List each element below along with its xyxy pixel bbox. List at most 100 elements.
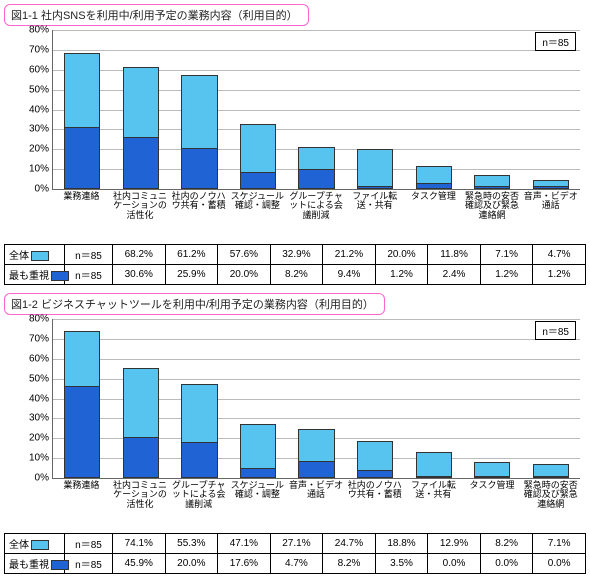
bar-segment-primary <box>357 471 393 478</box>
value-cell: 61.2% <box>165 245 218 265</box>
value-cell: 0.0% <box>533 554 586 574</box>
y-tick-label: 60% <box>29 353 53 364</box>
legend-label: 最も重視 <box>5 265 65 285</box>
value-cell: 8.2% <box>480 534 533 554</box>
stacked-bar <box>181 75 217 189</box>
stacked-bar <box>64 53 100 189</box>
value-cell: 25.9% <box>165 265 218 285</box>
bar-segment-primary <box>533 187 569 189</box>
bar-column <box>346 30 405 189</box>
panel-title: 図1-2 ビジネスチャットツールを利用中/利用予定の業務内容（利用目的） <box>4 293 385 315</box>
x-label: 音声・ビデオ通話 <box>521 192 580 242</box>
bar-segment-primary <box>533 477 569 478</box>
bar-segment-primary <box>416 184 452 189</box>
value-cell: 17.6% <box>218 554 271 574</box>
bar-segment-primary <box>474 187 510 189</box>
bar-segment-total <box>416 452 452 477</box>
bar-segment-total <box>474 462 510 477</box>
x-label: 音声・ビデオ通話 <box>287 481 346 531</box>
sample-size-label: n＝85 <box>535 321 576 340</box>
chart-area: n＝850%10%20%30%40%50%60%70%80%業務連絡社内コミュニ… <box>52 30 580 242</box>
value-cell: 57.6% <box>218 245 271 265</box>
value-cell: 12.9% <box>428 534 481 554</box>
x-label: スケジュール確認・調整 <box>228 192 287 242</box>
value-cell: 30.6% <box>113 265 166 285</box>
legend-label: 最も重視 <box>5 554 65 574</box>
value-cell: 1.2% <box>480 265 533 285</box>
y-tick-label: 50% <box>29 84 53 95</box>
value-cell: 55.3% <box>165 534 218 554</box>
bar-column <box>229 319 288 478</box>
x-label: グループチャットによる会議削減 <box>169 481 228 531</box>
stacked-bar <box>533 464 569 478</box>
bar-column <box>170 319 229 478</box>
stacked-bar <box>240 424 276 478</box>
bar-column <box>404 30 463 189</box>
y-tick-label: 50% <box>29 373 53 384</box>
legend-swatch <box>51 560 69 570</box>
n-cell: n＝85 <box>65 265 113 285</box>
value-cell: 27.1% <box>270 534 323 554</box>
value-cell: 8.2% <box>270 265 323 285</box>
bar-segment-primary <box>123 438 159 478</box>
chart-panel: 図1-1 社内SNSを利用中/利用予定の業務内容（利用目的） n＝850%10%2… <box>4 4 586 285</box>
value-cell: 20.0% <box>375 245 428 265</box>
chart-panel: 図1-2 ビジネスチャットツールを利用中/利用予定の業務内容（利用目的） n＝85… <box>4 293 586 574</box>
value-cell: 18.8% <box>375 534 428 554</box>
stacked-bar <box>533 180 569 189</box>
bar-segment-total <box>357 149 393 186</box>
x-label: タスク管理 <box>463 481 522 531</box>
stacked-bar <box>416 452 452 478</box>
x-labels: 業務連絡社内コミュニケーションの活性化グループチャットによる会議削減スケジュール… <box>52 481 580 531</box>
value-cell: 74.1% <box>113 534 166 554</box>
bar-column <box>170 30 229 189</box>
x-label: 業務連絡 <box>52 192 111 242</box>
bar-segment-total <box>240 124 276 173</box>
n-cell: n＝85 <box>65 534 113 554</box>
x-label: グループチャットによる会議削減 <box>287 192 346 242</box>
y-tick-label: 0% <box>35 184 53 195</box>
stacked-bar <box>474 175 510 189</box>
bar-segment-total <box>181 384 217 443</box>
legend-swatch <box>31 251 49 261</box>
stacked-bar <box>298 429 334 478</box>
bar-column <box>112 30 171 189</box>
x-label: 緊急時の安否確認及び緊急連絡網 <box>521 481 580 531</box>
bar-column <box>404 319 463 478</box>
x-label: 緊急時の安否確認及び緊急連絡網 <box>463 192 522 242</box>
x-label: 業務連絡 <box>52 481 111 531</box>
table-row: 最も重視n＝8530.6%25.9%20.0%8.2%9.4%1.2%2.4%1… <box>5 265 586 285</box>
bar-segment-total <box>123 368 159 438</box>
panel-title: 図1-1 社内SNSを利用中/利用予定の業務内容（利用目的） <box>4 4 309 26</box>
value-cell: 3.5% <box>375 554 428 574</box>
bar-column <box>53 30 112 189</box>
value-cell: 24.7% <box>323 534 376 554</box>
stacked-bar <box>181 384 217 478</box>
bar-column <box>53 319 112 478</box>
bar-column <box>229 30 288 189</box>
bar-column <box>463 30 522 189</box>
y-tick-label: 70% <box>29 333 53 344</box>
value-cell: 2.4% <box>428 265 481 285</box>
value-cell: 32.9% <box>270 245 323 265</box>
value-cell: 1.2% <box>533 265 586 285</box>
data-table: 全体n＝8574.1%55.3%47.1%27.1%24.7%18.8%12.9… <box>4 533 586 574</box>
bar-segment-primary <box>357 187 393 189</box>
value-cell: 11.8% <box>428 245 481 265</box>
plot: 0%10%20%30%40%50%60%70%80% <box>52 319 580 479</box>
bar-segment-total <box>64 53 100 128</box>
value-cell: 7.1% <box>480 245 533 265</box>
value-cell: 7.1% <box>533 534 586 554</box>
bar-segment-primary <box>240 469 276 478</box>
x-labels: 業務連絡社内コミュニケーションの活性化社内のノウハウ共有・蓄積スケジュール確認・… <box>52 192 580 242</box>
stacked-bar <box>357 149 393 189</box>
bar-segment-total <box>533 464 569 477</box>
bar-segment-primary <box>123 138 159 189</box>
bar-segment-total <box>474 175 510 187</box>
y-tick-label: 0% <box>35 473 53 484</box>
x-label: タスク管理 <box>404 192 463 242</box>
y-tick-label: 20% <box>29 433 53 444</box>
value-cell: 8.2% <box>323 554 376 574</box>
bar-segment-primary <box>181 149 217 189</box>
y-tick-label: 60% <box>29 64 53 75</box>
